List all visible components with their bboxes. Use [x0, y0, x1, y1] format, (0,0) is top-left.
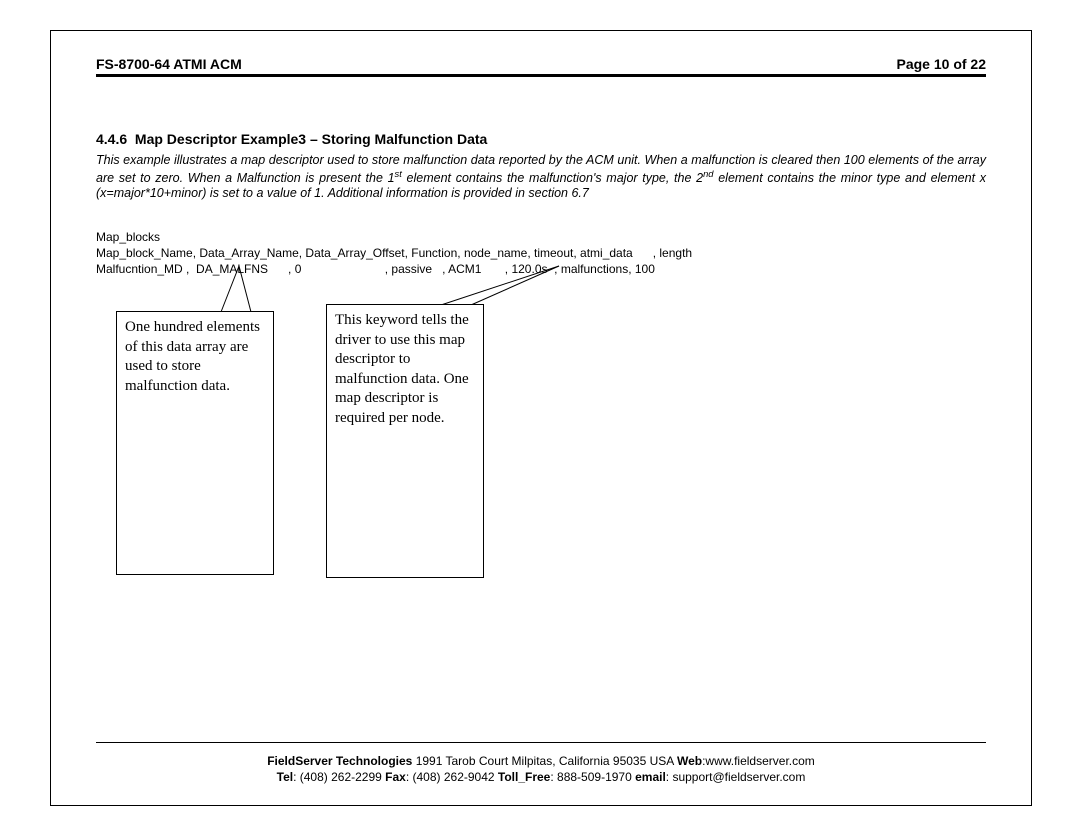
document-page: FS-8700-64 ATMI ACM Page 10 of 22 4.4.6 … [50, 30, 1032, 806]
callout-text-2: This keyword tells the driver to use thi… [335, 312, 469, 426]
page-header: FS-8700-64 ATMI ACM Page 10 of 22 [96, 56, 986, 77]
callout-box-2: This keyword tells the driver to use thi… [326, 304, 484, 578]
doc-id: FS-8700-64 ATMI ACM [96, 56, 242, 72]
code-line-3: Malfucntion_MD , DA_MALFNS , 0 , passive… [96, 262, 655, 276]
footer-line-1: FieldServer Technologies 1991 Tarob Cour… [96, 753, 986, 769]
page-footer: FieldServer Technologies 1991 Tarob Cour… [96, 753, 986, 785]
section-heading: 4.4.6 Map Descriptor Example3 – Storing … [96, 131, 487, 147]
footer-line-2: Tel: (408) 262-2299 Fax: (408) 262-9042 … [96, 769, 986, 785]
section-title: Map Descriptor Example3 – Storing Malfun… [135, 131, 487, 147]
callout-box-1: One hundred elements of this data array … [116, 311, 274, 575]
code-line-2: Map_block_Name, Data_Array_Name, Data_Ar… [96, 246, 692, 260]
code-line-1: Map_blocks [96, 230, 160, 244]
page-number: Page 10 of 22 [897, 56, 987, 72]
callout-text-1: One hundred elements of this data array … [125, 319, 260, 394]
code-block: Map_blocks Map_block_Name, Data_Array_Na… [96, 229, 692, 278]
section-paragraph: This example illustrates a map descripto… [96, 153, 986, 202]
footer-rule [96, 742, 986, 743]
section-number: 4.4.6 [96, 131, 127, 147]
